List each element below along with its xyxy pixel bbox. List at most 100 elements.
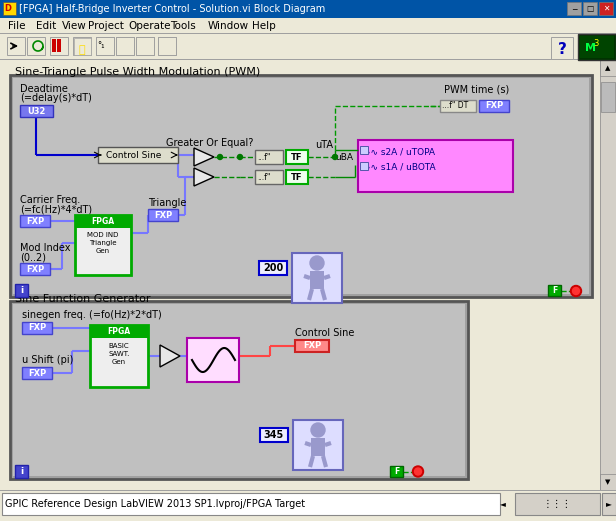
Bar [0,33,616,34]
Text: Project: Project [88,21,124,31]
Text: 345: 345 [264,430,284,440]
Text: 200: 200 [263,263,283,273]
Text: Gen: Gen [112,359,126,365]
Text: Triangle: Triangle [148,198,187,208]
Text: View: View [62,21,87,31]
Text: FXP: FXP [154,210,172,219]
Text: File: File [8,21,25,31]
Bar [27,37,45,55]
Text: FXP: FXP [28,324,46,332]
Bar [136,37,154,55]
Text: i: i [20,286,23,295]
Bar [515,493,600,515]
Text: uTA: uTA [315,140,333,150]
Text: i: i [20,467,23,476]
Bar [148,209,178,221]
Bar [479,100,509,112]
Text: (=delay(s)*dT): (=delay(s)*dT) [20,93,92,103]
Bar [0,0,616,18]
Text: ▼: ▼ [606,479,610,485]
Bar [20,215,50,227]
Circle shape [311,423,325,437]
Bar [0,34,616,60]
Text: FPGA: FPGA [107,327,131,336]
Bar [22,322,52,334]
Text: TF: TF [291,153,302,162]
Bar [0,59,616,60]
Bar [15,284,28,297]
Text: ?: ? [557,42,567,56]
Text: Gen: Gen [96,248,110,254]
Bar [360,162,368,170]
Text: Carrier Freq.: Carrier Freq. [20,195,80,205]
Bar [548,285,561,296]
Text: Sine Function Generator: Sine Function Generator [15,294,150,304]
Bar [0,490,616,491]
Text: TF: TF [291,172,302,181]
Text: □: □ [586,4,594,13]
Bar [13,78,589,294]
Text: F: F [394,467,399,476]
Bar [136,37,154,55]
Text: ⋮⋮⋮: ⋮⋮⋮ [542,499,572,509]
Text: FXP: FXP [303,341,321,351]
Bar [259,261,287,275]
Bar [98,147,178,163]
Bar [10,75,592,297]
Bar [440,100,476,112]
Text: FXP: FXP [26,217,44,226]
Text: Triangle: Triangle [89,240,117,246]
Circle shape [413,466,424,477]
Bar [600,474,616,491]
Bar [57,39,61,52]
Bar [602,493,616,515]
Circle shape [238,155,243,159]
Bar [116,37,134,55]
Text: [FPGA] Half-Bridge Inverter Control - Solution.vi Block Diagram: [FPGA] Half-Bridge Inverter Control - So… [19,4,325,14]
Circle shape [572,288,580,294]
Text: ✕: ✕ [603,4,609,13]
Bar [75,215,131,275]
Text: ∿∿ s1A / uBOTA: ∿∿ s1A / uBOTA [363,163,436,171]
Circle shape [570,286,582,296]
Bar [116,37,134,55]
Bar [73,37,91,55]
Text: ∿∿ s2A / uTOPA: ∿∿ s2A / uTOPA [363,147,435,156]
Bar [20,263,50,275]
Text: U32: U32 [27,106,46,116]
Text: F: F [552,286,557,295]
Polygon shape [194,148,214,166]
Text: FXP: FXP [26,265,44,274]
Circle shape [310,256,324,270]
Text: ...f": ...f" [257,172,270,181]
Text: Help: Help [252,21,276,31]
Text: (0..2): (0..2) [20,252,46,262]
Text: °₁: °₁ [97,42,105,51]
Text: (=fc(Hz)*4*dT): (=fc(Hz)*4*dT) [20,204,92,214]
Text: Control Sine: Control Sine [295,328,354,338]
Bar [286,170,308,184]
Text: ...f": ...f" [257,153,270,162]
Text: FXP: FXP [485,102,503,110]
Text: BASIC: BASIC [108,343,129,349]
Text: PWM time (s): PWM time (s) [444,84,509,94]
Bar [580,36,614,58]
Bar [295,340,329,352]
Text: sinegen freq. (=fo(Hz)*2*dT): sinegen freq. (=fo(Hz)*2*dT) [22,310,162,320]
Bar [0,60,600,491]
Text: Mod Index: Mod Index [20,243,70,253]
Bar [601,82,615,112]
Bar [578,34,616,60]
Text: ◄: ◄ [500,500,506,508]
Bar [187,338,239,382]
Text: FXP: FXP [28,368,46,378]
Text: Deadtime: Deadtime [20,84,68,94]
Text: FPGA: FPGA [91,217,115,226]
Bar [293,420,343,470]
Bar [583,2,597,15]
Bar [7,37,25,55]
Text: Operate: Operate [128,21,171,31]
Text: u Shift (pi): u Shift (pi) [22,355,73,365]
Bar [551,37,573,59]
Polygon shape [194,168,214,186]
